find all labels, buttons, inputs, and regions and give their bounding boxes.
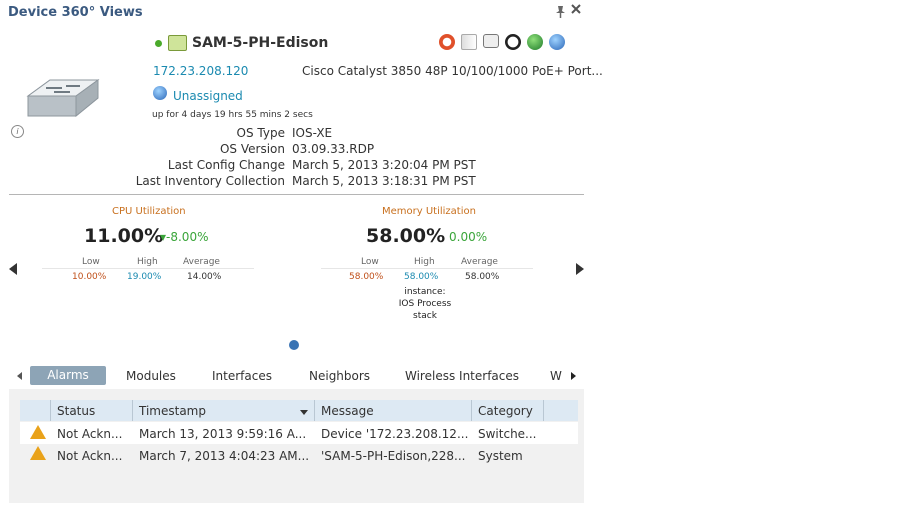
cpu-avg-value: 14.00% xyxy=(187,272,222,282)
cpu-high-value: 19.00% xyxy=(127,272,162,282)
alarm-timestamp: March 7, 2013 4:04:23 AM... xyxy=(139,449,310,463)
tab-neighbors[interactable]: Neighbors xyxy=(309,369,371,383)
cpu-low-value: 10.00% xyxy=(72,272,107,282)
message-icon[interactable] xyxy=(483,34,499,48)
window-title: Device 360° Views xyxy=(8,5,143,20)
memory-delta: 0.00% xyxy=(449,230,488,244)
os-version-label: OS Version xyxy=(219,142,285,156)
close-icon[interactable] xyxy=(570,3,582,19)
tab-alarms[interactable]: Alarms xyxy=(30,366,106,385)
column-separator xyxy=(314,400,315,421)
carousel-page-dot[interactable] xyxy=(289,340,299,350)
os-version-value: 03.09.33.RDP xyxy=(292,142,375,156)
last-inventory-label: Last Inventory Collection xyxy=(135,174,285,188)
column-header-category[interactable]: Category xyxy=(478,404,533,418)
warning-icon xyxy=(30,446,46,460)
memory-instance-note: instance: IOS Process stack xyxy=(380,286,470,322)
alarm-timestamp: March 13, 2013 9:59:16 A... xyxy=(139,427,307,441)
memory-instance-line1: instance: xyxy=(404,287,446,297)
cpu-stat-divider xyxy=(42,268,254,269)
column-separator xyxy=(50,400,51,421)
device-name: SAM-5-PH-Edison xyxy=(192,35,329,51)
tabs-scroll-left-icon[interactable] xyxy=(17,372,22,380)
column-separator xyxy=(132,400,133,421)
memory-avg-label: Average xyxy=(461,257,498,267)
os-type-label: OS Type xyxy=(236,126,285,140)
device-toolbar xyxy=(439,34,565,50)
tab-interfaces[interactable]: Interfaces xyxy=(212,369,272,383)
column-header-timestamp[interactable]: Timestamp xyxy=(139,404,206,418)
device-type-icon xyxy=(168,35,187,51)
carousel-prev-arrow-icon[interactable] xyxy=(9,263,17,275)
memory-avg-value: 58.00% xyxy=(465,272,500,282)
uptime-text: up for 4 days 19 hrs 55 mins 2 secs xyxy=(152,110,313,120)
alarm-message: Device '172.23.208.12... xyxy=(321,427,469,441)
device-ip-link[interactable]: 172.23.208.120 xyxy=(153,64,249,78)
cpu-title: CPU Utilization xyxy=(112,206,186,217)
memory-high-value: 58.00% xyxy=(404,272,439,282)
cpu-value: 11.00% xyxy=(84,225,164,247)
device-details: OS Type IOS-XE OS Version 03.09.33.RDP L… xyxy=(0,126,600,190)
switch-device-icon xyxy=(24,74,102,124)
last-config-change-value: March 5, 2013 3:20:04 PM PST xyxy=(292,158,476,172)
alarm-clock-icon[interactable] xyxy=(439,34,455,50)
memory-value: 58.00% xyxy=(366,225,446,247)
table-row[interactable] xyxy=(20,444,578,466)
memory-low-label: Low xyxy=(361,257,379,267)
green-ball-icon[interactable] xyxy=(527,34,543,50)
info-icon[interactable]: i xyxy=(11,125,24,138)
play-icon[interactable] xyxy=(461,34,477,50)
tab-modules[interactable]: Modules xyxy=(126,369,176,383)
tabs-scroll-right-icon[interactable] xyxy=(571,372,576,380)
table-row[interactable] xyxy=(20,422,578,444)
column-header-status[interactable]: Status xyxy=(57,404,96,418)
sort-descending-icon[interactable] xyxy=(300,410,308,415)
alarm-message: 'SAM-5-PH-Edison,228... xyxy=(321,449,466,463)
tab-wireless-interfaces[interactable]: Wireless Interfaces xyxy=(405,369,519,383)
alarm-status: Not Ackn... xyxy=(57,427,123,441)
alarm-category: Switche... xyxy=(478,427,537,441)
headset-icon[interactable] xyxy=(505,34,521,50)
status-indicator-icon xyxy=(155,40,162,47)
memory-instance-line3: stack xyxy=(413,311,437,321)
column-separator xyxy=(543,400,544,421)
memory-high-label: High xyxy=(414,257,435,267)
warning-icon xyxy=(30,425,46,439)
device-model: Cisco Catalyst 3850 48P 10/100/1000 PoE+… xyxy=(302,64,603,78)
cpu-delta: ▾-8.00% xyxy=(160,230,209,244)
cpu-low-label: Low xyxy=(82,257,100,267)
last-config-change-label: Last Config Change xyxy=(167,158,285,172)
cpu-avg-label: Average xyxy=(183,257,220,267)
memory-low-value: 58.00% xyxy=(349,272,384,282)
pin-icon[interactable] xyxy=(554,5,567,23)
tab-overflow[interactable]: W xyxy=(550,369,562,383)
memory-stat-divider xyxy=(321,268,533,269)
section-divider xyxy=(9,194,584,195)
column-header-message[interactable]: Message xyxy=(321,404,374,418)
memory-instance-line2: IOS Process xyxy=(398,299,452,309)
alarm-category: System xyxy=(478,449,523,463)
alarms-table-header xyxy=(20,400,578,421)
memory-title: Memory Utilization xyxy=(382,206,476,217)
location-globe-icon xyxy=(153,86,167,100)
alarm-status: Not Ackn... xyxy=(57,449,123,463)
globe-icon[interactable] xyxy=(549,34,565,50)
carousel-next-arrow-icon[interactable] xyxy=(576,263,584,275)
os-type-value: IOS-XE xyxy=(292,126,333,140)
location-link[interactable]: Unassigned xyxy=(173,89,243,103)
cpu-high-label: High xyxy=(137,257,158,267)
last-inventory-value: March 5, 2013 3:18:31 PM PST xyxy=(292,174,476,188)
column-separator xyxy=(471,400,472,421)
